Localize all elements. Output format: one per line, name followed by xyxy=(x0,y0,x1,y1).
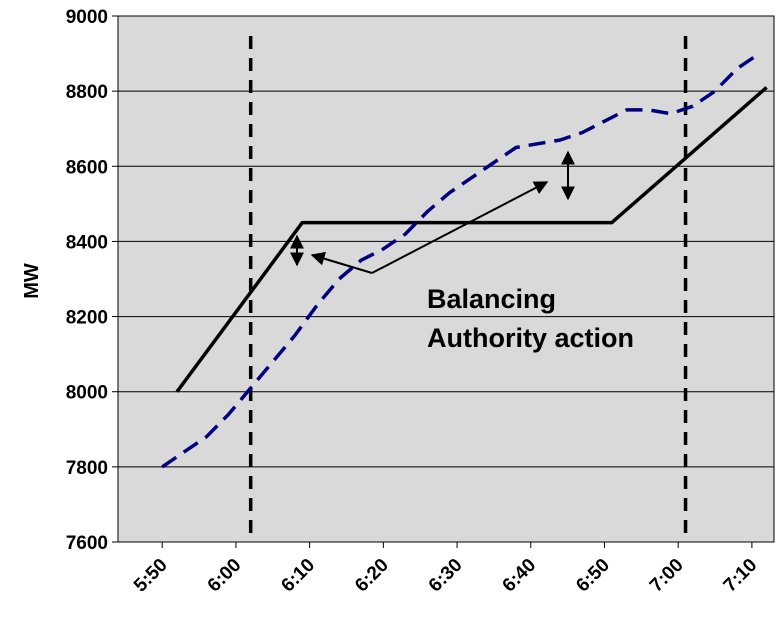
y-tick-label: 8600 xyxy=(66,157,108,178)
y-tick-label: 8000 xyxy=(66,383,108,404)
x-axis: 5:50 6:00 6:10 6:20 6:30 6:40 6:50 7:00 7:10 xyxy=(130,542,761,596)
x-tick-label: 6:10 xyxy=(277,555,319,597)
reference-lines xyxy=(248,36,688,542)
y-axis-label: MW xyxy=(21,263,43,299)
annotation-line-2: Authority action xyxy=(427,323,634,353)
y-axis: 7600 7800 8000 8200 8400 8600 8800 9000 xyxy=(66,7,118,554)
annotation-line-1: Balancing xyxy=(427,284,556,314)
x-tick-label: 7:00 xyxy=(646,555,688,597)
y-tick-label: 7800 xyxy=(66,458,108,479)
annotation-arrows xyxy=(290,150,575,274)
x-tick-label: 6:30 xyxy=(425,555,467,597)
series-group xyxy=(161,52,768,469)
plot-area xyxy=(117,15,775,543)
gridlines xyxy=(118,90,774,468)
solid-series-line xyxy=(175,86,768,393)
y-tick-label: 8400 xyxy=(66,232,108,253)
annotation-arrow-left xyxy=(310,251,373,274)
y-tick-label: 8800 xyxy=(66,82,108,103)
x-tick-label: 6:00 xyxy=(204,555,246,597)
dashed-series-line xyxy=(161,52,761,469)
annotation-arrow-right xyxy=(371,181,549,274)
x-tick-label: 6:20 xyxy=(351,555,393,597)
y-tick-label: 9000 xyxy=(66,7,108,28)
x-tick-label: 6:50 xyxy=(572,555,614,597)
x-tick-label: 5:50 xyxy=(130,555,172,597)
y-tick-label: 7600 xyxy=(66,533,108,554)
x-tick-label: 7:10 xyxy=(720,555,762,597)
y-tick-label: 8200 xyxy=(66,308,108,329)
x-tick-label: 6:40 xyxy=(499,555,541,597)
